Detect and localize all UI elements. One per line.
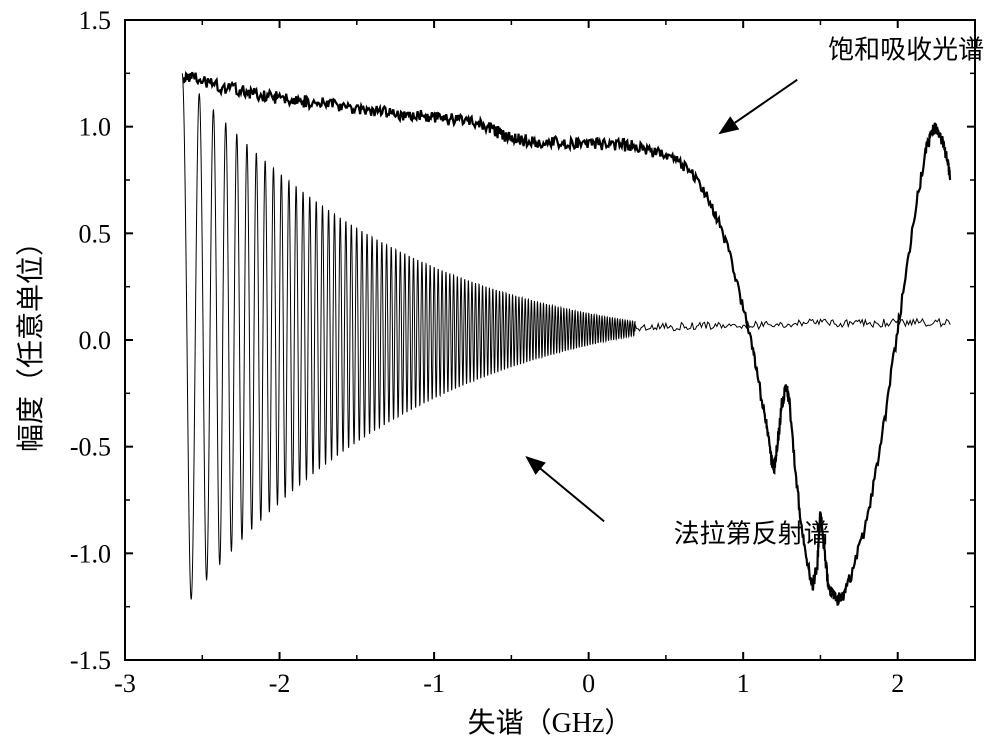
y-tick-label: 1.5 [79, 6, 112, 35]
annotation-label: 饱和吸收光谱 [828, 35, 984, 64]
chart-container: -3 -2 -1 0 1 2 -1.5 -1.0 -0.5 0.0 0.5 1.0 1.5 失谐（GHz）… [0, 0, 1000, 748]
x-tick-label: 1 [737, 669, 750, 698]
x-tick-label: -3 [114, 669, 136, 698]
chart-svg: -3 -2 -1 0 1 2 -1.5 -1.0 -0.5 0.0 0.5 1.0 1.5 失谐（GHz）… [0, 0, 1000, 748]
y-tick-label: 0.5 [79, 219, 112, 248]
annotation-label: 法拉第反射谱 [674, 520, 830, 549]
y-tick-label: 1.0 [79, 113, 112, 142]
y-tick-label: -1.0 [70, 539, 111, 568]
x-tick-label: 2 [891, 669, 904, 698]
x-axis-label: 失谐（GHz） [468, 707, 633, 739]
y-tick-label: 0.0 [79, 326, 112, 355]
y-axis-label: 幅度（任意单位） [15, 228, 47, 452]
x-tick-label: -2 [269, 669, 291, 698]
y-tick-label: -0.5 [70, 433, 111, 462]
y-tick-label: -1.5 [70, 646, 111, 675]
x-tick-label: -1 [423, 669, 445, 698]
x-tick-label: 0 [582, 669, 595, 698]
